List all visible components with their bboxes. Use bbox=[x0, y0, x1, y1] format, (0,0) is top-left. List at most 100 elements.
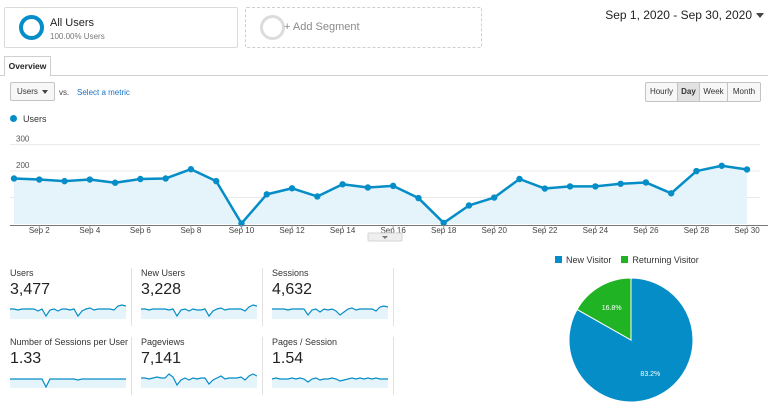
x-tick-label: Sep 6 bbox=[130, 226, 151, 235]
data-point[interactable] bbox=[592, 183, 599, 190]
tab-divider bbox=[0, 75, 768, 76]
tile-label: Users bbox=[10, 268, 34, 278]
period-hourly-button[interactable]: Hourly bbox=[646, 83, 678, 101]
data-point[interactable] bbox=[339, 181, 346, 188]
data-point[interactable] bbox=[137, 175, 144, 183]
sparkline bbox=[10, 378, 126, 388]
period-toggle-group: Hourly Day Week Month bbox=[645, 82, 761, 102]
tile-sessions-per-user[interactable]: Number of Sessions per User 1.33 bbox=[0, 337, 130, 403]
pie-legend: New Visitor Returning Visitor bbox=[555, 255, 699, 265]
pie-legend-label: New Visitor bbox=[566, 255, 612, 265]
tile-value: 7,141 bbox=[141, 350, 182, 367]
series-line bbox=[13, 164, 748, 225]
vs-label: vs. bbox=[59, 88, 70, 97]
tile-divider bbox=[262, 268, 263, 326]
x-tick-label: Sep 22 bbox=[532, 226, 558, 235]
sparkline-line bbox=[10, 304, 126, 318]
sparkline-fill bbox=[141, 305, 257, 319]
tile-value: 1.54 bbox=[272, 350, 304, 367]
data-point[interactable] bbox=[693, 167, 700, 175]
sparkline bbox=[10, 304, 126, 319]
data-point[interactable] bbox=[162, 175, 169, 182]
data-point[interactable] bbox=[541, 185, 548, 192]
x-tick-label: Sep 2 bbox=[29, 226, 50, 235]
tab-overview[interactable]: Overview bbox=[4, 56, 51, 76]
sparkline-line bbox=[272, 377, 388, 383]
data-point[interactable] bbox=[86, 176, 94, 183]
x-tick-label: Sep 14 bbox=[330, 226, 356, 235]
tile-divider bbox=[393, 268, 394, 326]
data-point[interactable] bbox=[642, 179, 650, 186]
pie-legend-item-new: New Visitor bbox=[555, 255, 611, 265]
tile-label: New Users bbox=[141, 268, 186, 278]
x-tick-label: Sep 26 bbox=[633, 226, 659, 235]
caret-down-icon bbox=[42, 90, 48, 94]
x-tick-label: Sep 24 bbox=[583, 226, 609, 235]
data-point[interactable] bbox=[491, 194, 498, 201]
data-point[interactable] bbox=[314, 193, 321, 200]
tile-value: 3,477 bbox=[10, 281, 51, 298]
pie-legend-label: Returning Visitor bbox=[632, 255, 699, 265]
data-point[interactable] bbox=[187, 166, 195, 173]
pie-legend-item-returning: Returning Visitor bbox=[621, 255, 699, 265]
chart-legend-label: Users bbox=[23, 114, 47, 124]
all-users-segment[interactable]: All Users 100.00% Users bbox=[4, 7, 238, 48]
data-point[interactable] bbox=[288, 185, 296, 192]
x-tick-label: Sep 10 bbox=[229, 226, 255, 235]
data-point[interactable] bbox=[36, 176, 43, 183]
x-tick-label: Sep 18 bbox=[431, 226, 457, 235]
x-tick-label: Sep 16 bbox=[380, 226, 406, 235]
chevron-down-icon bbox=[382, 236, 388, 239]
tile-value: 3,228 bbox=[141, 281, 182, 298]
sparkline-line bbox=[272, 305, 388, 317]
data-point[interactable] bbox=[566, 183, 574, 190]
data-point[interactable] bbox=[213, 177, 220, 185]
period-day-button[interactable]: Day bbox=[678, 83, 700, 101]
tile-label: Number of Sessions per User bbox=[10, 337, 129, 347]
x-tick-label: Sep 12 bbox=[279, 226, 305, 235]
data-point[interactable] bbox=[516, 175, 523, 183]
data-point[interactable] bbox=[389, 182, 397, 190]
add-segment-button[interactable]: + Add Segment bbox=[245, 7, 482, 48]
tile-users[interactable]: Users 3,477 bbox=[0, 268, 130, 334]
data-point[interactable] bbox=[364, 184, 372, 191]
empty-segment-ring-icon bbox=[260, 15, 285, 40]
legend-dot-icon bbox=[10, 115, 17, 122]
area-fill bbox=[14, 165, 747, 224]
date-range-picker[interactable]: Sep 1, 2020 - Sep 30, 2020 bbox=[605, 8, 752, 22]
sparkline-fill bbox=[272, 378, 388, 388]
period-month-button[interactable]: Month bbox=[728, 83, 760, 101]
metric-select[interactable]: Users bbox=[10, 82, 55, 101]
data-point[interactable] bbox=[718, 162, 725, 169]
segment-subtitle: 100.00% Users bbox=[50, 32, 105, 41]
select-metric-link[interactable]: Select a metric bbox=[77, 88, 130, 97]
x-tick-label: Sep 8 bbox=[180, 226, 201, 235]
tile-divider bbox=[393, 337, 394, 395]
caret-down-icon[interactable] bbox=[756, 13, 764, 18]
tile-new-users[interactable]: New Users 3,228 bbox=[131, 268, 261, 334]
sparkline-fill bbox=[141, 374, 257, 388]
tile-label: Sessions bbox=[272, 268, 309, 278]
tile-pageviews[interactable]: Pageviews 7,141 bbox=[131, 337, 261, 403]
data-point[interactable] bbox=[415, 194, 422, 202]
data-point[interactable] bbox=[111, 179, 119, 186]
data-point[interactable] bbox=[61, 177, 68, 185]
data-point[interactable] bbox=[465, 202, 473, 209]
data-point[interactable] bbox=[10, 175, 18, 182]
tile-pages-per-session[interactable]: Pages / Session 1.54 bbox=[262, 337, 392, 403]
period-week-button[interactable]: Week bbox=[700, 83, 728, 101]
tile-value: 4,632 bbox=[272, 281, 313, 298]
segment-title: All Users bbox=[50, 17, 95, 29]
tile-divider bbox=[262, 337, 263, 395]
data-point[interactable] bbox=[743, 166, 751, 173]
data-point[interactable] bbox=[263, 191, 270, 198]
tile-divider bbox=[131, 337, 132, 395]
tile-sessions[interactable]: Sessions 4,632 bbox=[262, 268, 392, 334]
sparkline-fill bbox=[10, 305, 126, 319]
data-point[interactable] bbox=[440, 219, 447, 227]
data-point[interactable] bbox=[617, 180, 624, 187]
y-tick-label: 300 bbox=[16, 135, 30, 144]
pie-slice[interactable] bbox=[576, 277, 632, 341]
data-point[interactable] bbox=[667, 190, 675, 197]
